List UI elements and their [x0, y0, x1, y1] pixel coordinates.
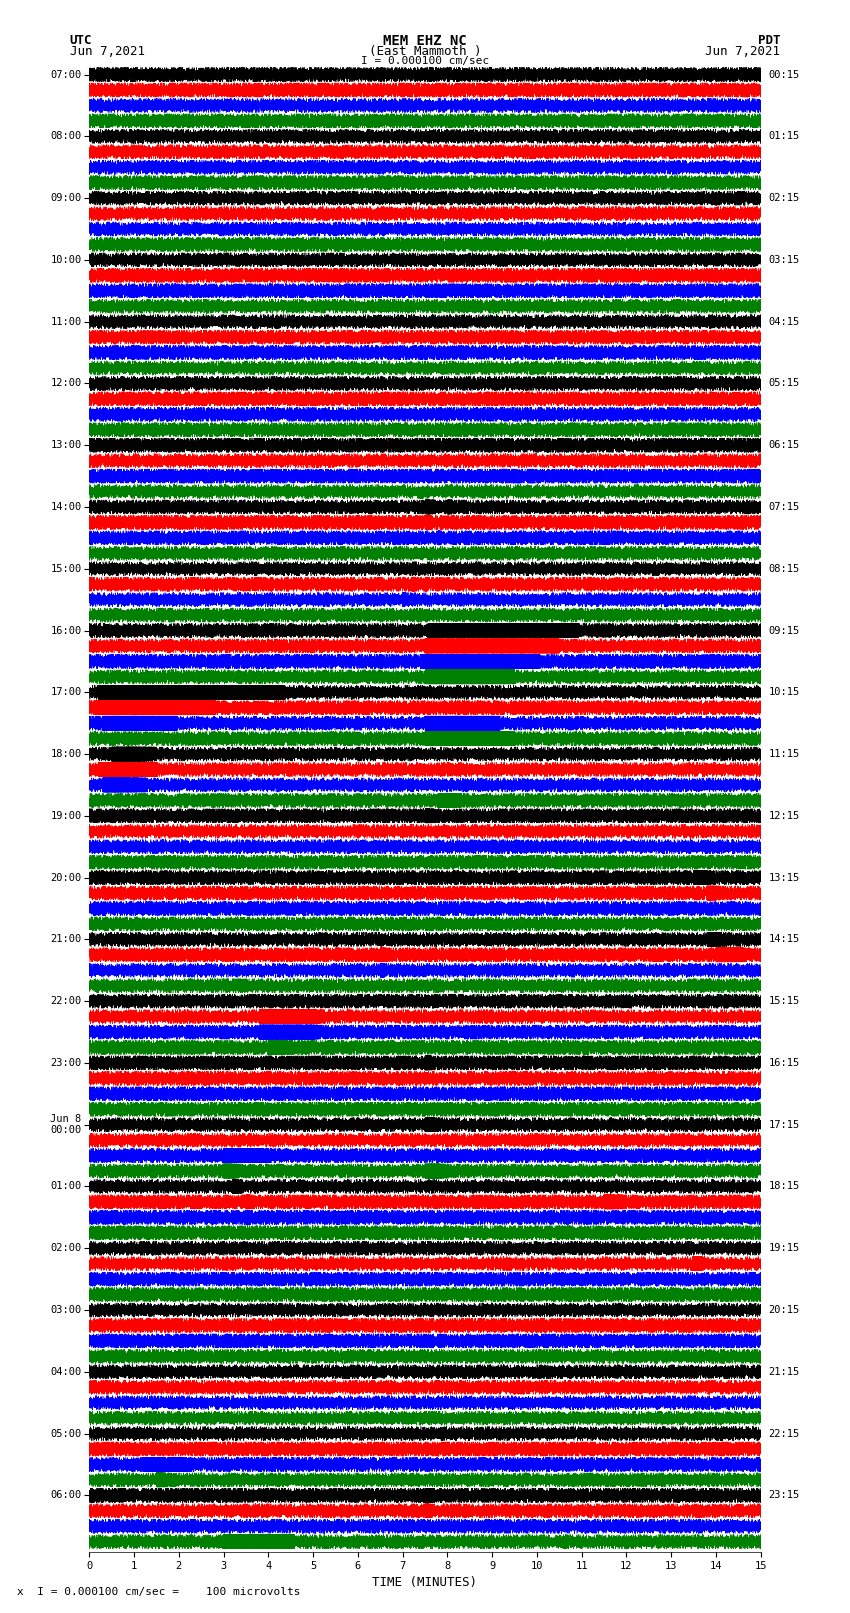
X-axis label: TIME (MINUTES): TIME (MINUTES): [372, 1576, 478, 1589]
Text: I = 0.000100 cm/sec: I = 0.000100 cm/sec: [361, 56, 489, 66]
Text: MEM EHZ NC: MEM EHZ NC: [383, 34, 467, 48]
Text: UTC: UTC: [70, 34, 92, 47]
Text: Jun 7,2021: Jun 7,2021: [706, 45, 780, 58]
Text: (East Mammoth ): (East Mammoth ): [369, 45, 481, 58]
Text: x  I = 0.000100 cm/sec =    100 microvolts: x I = 0.000100 cm/sec = 100 microvolts: [17, 1587, 301, 1597]
Text: Jun 7,2021: Jun 7,2021: [70, 45, 144, 58]
Text: PDT: PDT: [758, 34, 780, 47]
